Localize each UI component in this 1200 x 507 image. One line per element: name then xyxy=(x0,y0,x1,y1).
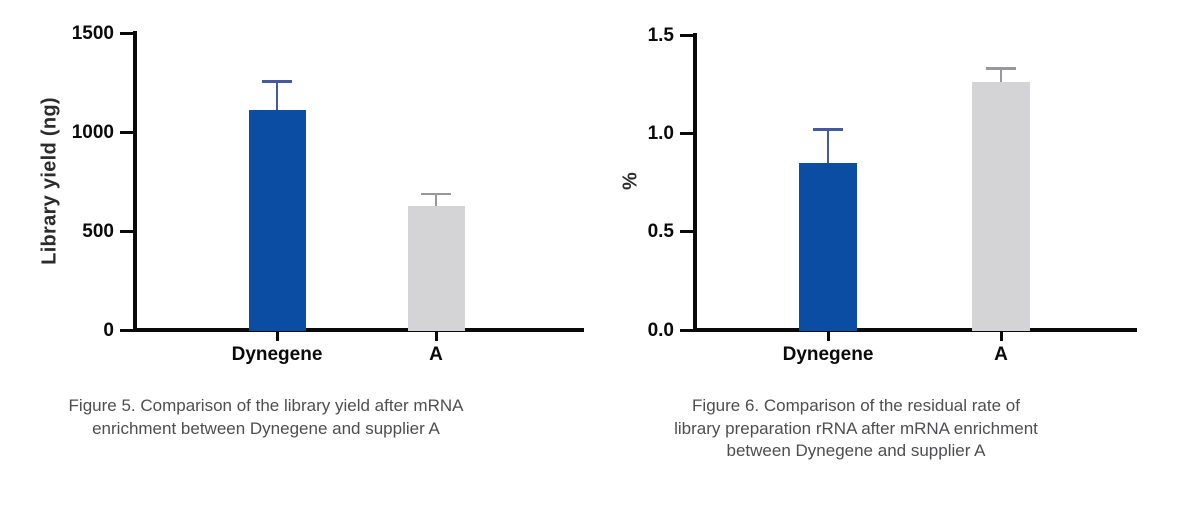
y-tick xyxy=(120,229,133,233)
x-category-label: A xyxy=(994,344,1008,365)
error-bar-stem xyxy=(826,129,830,163)
error-bar-cap xyxy=(986,67,1016,70)
error-bar-stem xyxy=(434,193,438,207)
bar-a xyxy=(972,82,1030,331)
y-tick xyxy=(680,131,693,135)
y-tick-label: 1.0 xyxy=(647,122,674,144)
x-category-label: A xyxy=(429,344,443,365)
y-tick xyxy=(120,328,133,332)
x-axis-line xyxy=(693,328,1137,332)
x-category-label: Dynegene xyxy=(231,344,323,365)
error-bar-stem xyxy=(275,81,279,111)
y-tick-label: 500 xyxy=(82,220,114,242)
y-tick-label: 1000 xyxy=(71,121,114,143)
y-tick xyxy=(120,31,133,35)
y-tick xyxy=(680,328,693,332)
y-tick-label: 0.0 xyxy=(647,319,674,341)
y-tick xyxy=(680,230,693,234)
y-tick-label: 1.5 xyxy=(647,24,674,46)
error-bar-cap xyxy=(421,192,451,196)
x-category-tick xyxy=(434,332,438,341)
x-category-tick xyxy=(999,332,1003,341)
x-axis-line xyxy=(133,328,584,332)
error-bar-cap xyxy=(262,80,292,83)
bar-dynegene xyxy=(799,162,857,331)
error-bar-stem xyxy=(999,68,1003,83)
x-category-label: Dynegene xyxy=(782,344,874,365)
x-category-tick xyxy=(275,332,279,341)
y-tick xyxy=(120,130,133,134)
figure-6-caption: Figure 6. Comparison of the residual rat… xyxy=(674,396,1038,460)
y-tick-label: 0.5 xyxy=(647,221,674,243)
y-axis-line xyxy=(133,31,137,332)
figure-5-caption: Figure 5. Comparison of the library yiel… xyxy=(68,396,464,438)
y-tick-label: 1500 xyxy=(71,22,114,44)
y-tick xyxy=(680,33,693,37)
bar-dynegene xyxy=(248,110,306,331)
y-axis-title: % xyxy=(619,171,642,191)
y-axis-line xyxy=(693,33,697,332)
bar-a xyxy=(407,206,465,331)
error-bar-cap xyxy=(813,128,843,131)
x-category-tick xyxy=(826,332,830,341)
y-tick-label: 0 xyxy=(103,319,114,341)
